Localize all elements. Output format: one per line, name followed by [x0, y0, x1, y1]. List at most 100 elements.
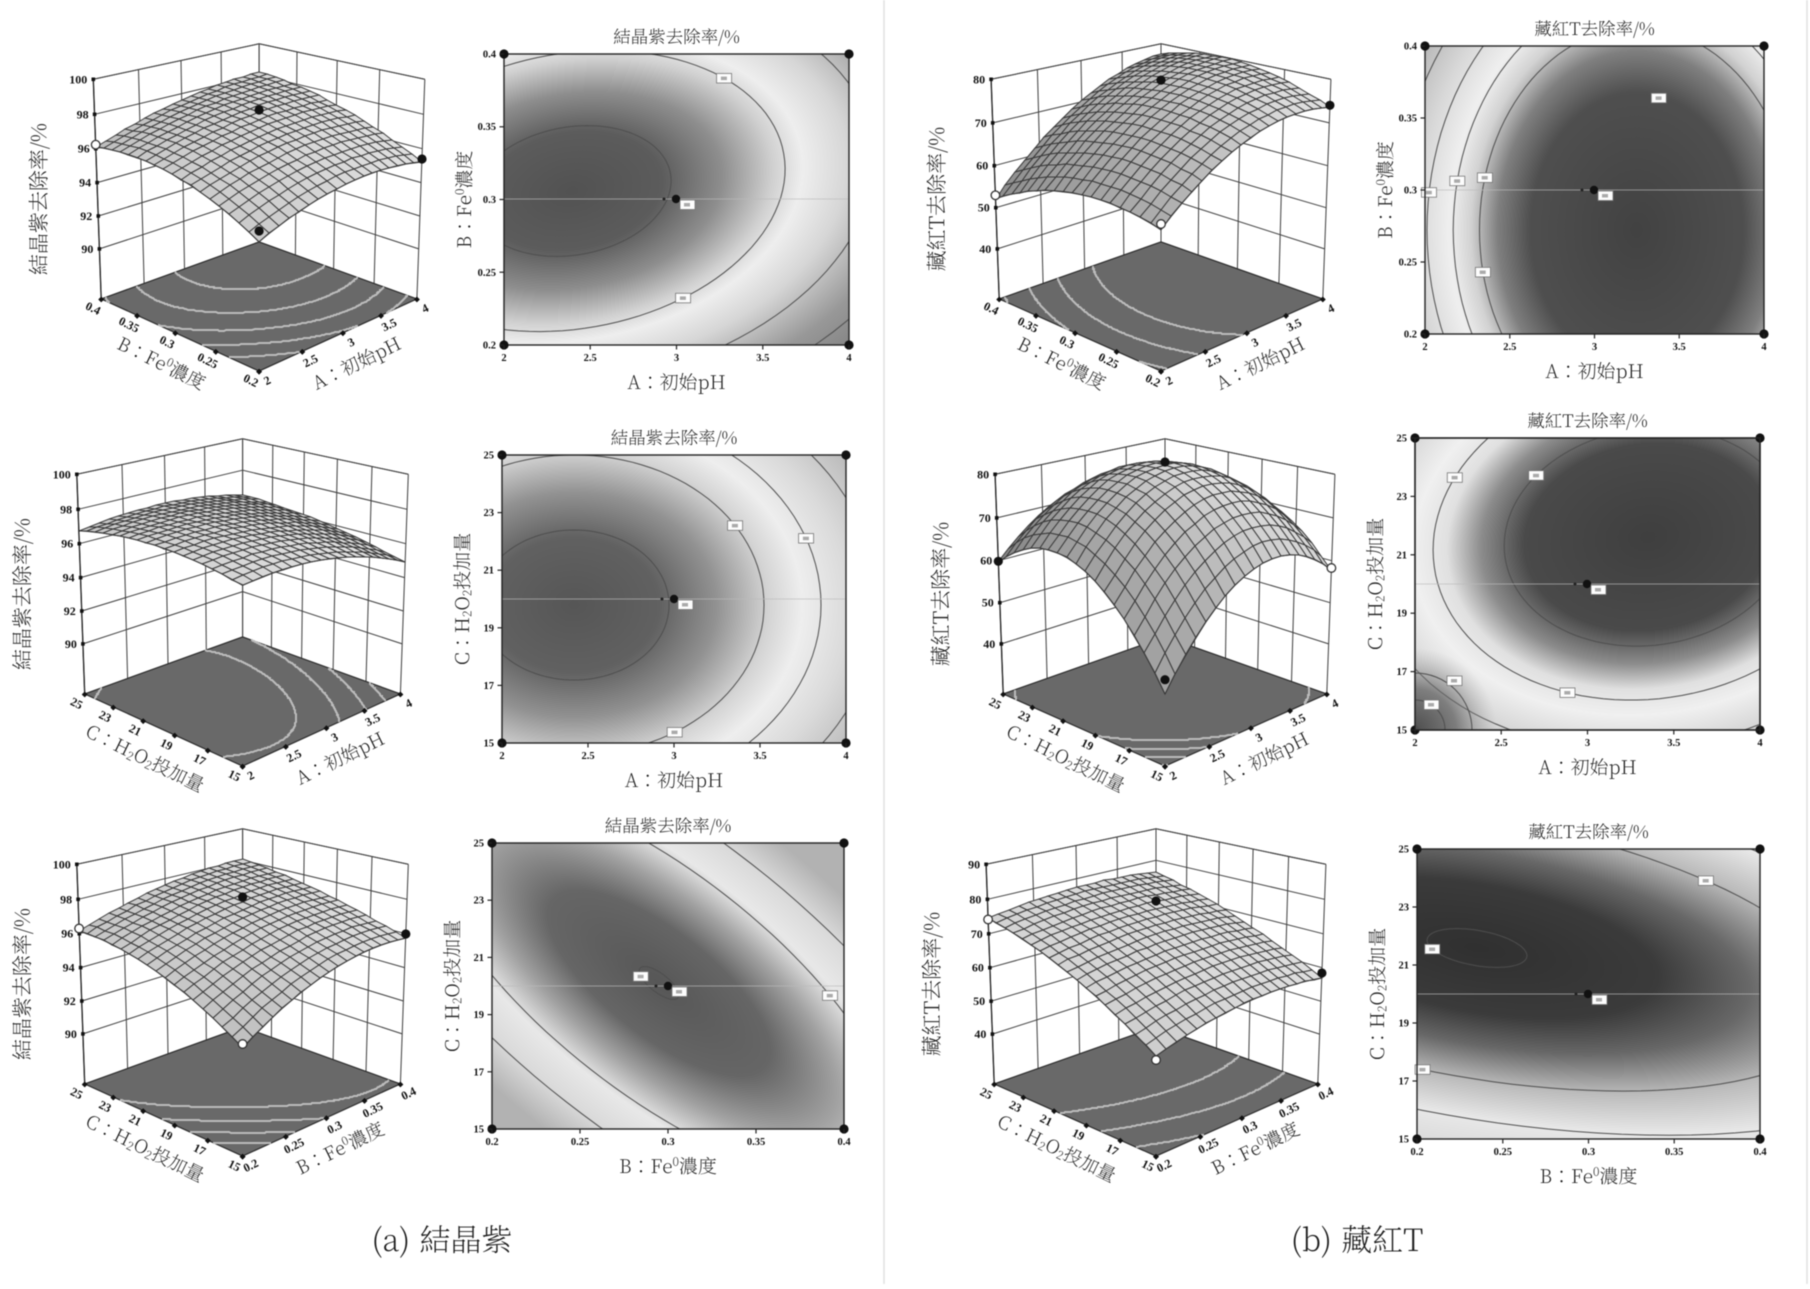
svg-text:3: 3: [1592, 342, 1597, 353]
svg-text:60: 60: [972, 961, 984, 975]
svg-text:0.2: 0.2: [1404, 330, 1417, 341]
svg-text:40: 40: [979, 242, 991, 256]
svg-text:3.5: 3.5: [363, 710, 383, 729]
svg-text:0.2: 0.2: [241, 371, 261, 390]
svg-text:23: 23: [97, 1097, 114, 1115]
svg-text:17: 17: [1397, 667, 1408, 678]
svg-text:2.5: 2.5: [301, 351, 321, 370]
svg-text:0.2: 0.2: [1143, 371, 1163, 390]
svg-text:0.35: 0.35: [1665, 1147, 1683, 1158]
svg-text:21: 21: [1047, 721, 1064, 739]
svg-text:0.2: 0.2: [485, 1137, 498, 1148]
svg-text:25: 25: [1399, 845, 1410, 856]
svg-text:19: 19: [1079, 736, 1096, 754]
svg-text:3.5: 3.5: [756, 353, 769, 364]
svg-text:3: 3: [1249, 335, 1261, 350]
svg-text:3: 3: [345, 335, 357, 350]
svg-text:25: 25: [68, 694, 85, 712]
svg-text:0.3: 0.3: [661, 1137, 674, 1148]
svg-text:23: 23: [1007, 1097, 1024, 1115]
svg-text:92: 92: [64, 604, 76, 618]
svg-text:21: 21: [127, 1111, 144, 1129]
svg-text:2.5: 2.5: [1208, 746, 1228, 765]
svg-text:2: 2: [261, 373, 273, 388]
svg-text:17: 17: [484, 681, 495, 692]
svg-text:3: 3: [674, 353, 679, 364]
svg-text:4: 4: [419, 301, 431, 316]
svg-text:0.4: 0.4: [83, 299, 103, 318]
svg-text:0.2: 0.2: [241, 1156, 261, 1175]
svg-text:25: 25: [474, 839, 485, 850]
svg-text:70: 70: [979, 511, 991, 525]
svg-text:4: 4: [846, 353, 852, 364]
svg-text:0.4: 0.4: [1404, 42, 1418, 53]
svg-text:3.5: 3.5: [753, 751, 766, 762]
svg-text:2.5: 2.5: [284, 746, 304, 765]
svg-text:19: 19: [474, 1010, 485, 1021]
svg-text:25: 25: [978, 1084, 995, 1102]
svg-text:21: 21: [127, 721, 144, 739]
svg-text:50: 50: [978, 201, 990, 215]
svg-text:0.2: 0.2: [1410, 1147, 1423, 1158]
svg-text:94: 94: [63, 571, 75, 585]
svg-text:2: 2: [1167, 768, 1179, 783]
svg-text:17: 17: [191, 1141, 208, 1159]
svg-text:96: 96: [61, 537, 73, 551]
svg-text:17: 17: [191, 751, 208, 769]
svg-text:0.3: 0.3: [1057, 333, 1077, 352]
svg-text:90: 90: [65, 637, 77, 651]
svg-text:25: 25: [484, 451, 495, 462]
svg-text:25: 25: [1397, 434, 1408, 445]
svg-text:0.25: 0.25: [1494, 1147, 1512, 1158]
svg-text:17: 17: [474, 1067, 485, 1078]
svg-text:19: 19: [1397, 609, 1408, 620]
svg-text:15: 15: [1397, 726, 1408, 737]
svg-text:15: 15: [1399, 1135, 1410, 1146]
svg-text:96: 96: [61, 927, 73, 941]
svg-text:80: 80: [973, 72, 985, 86]
svg-text:2.5: 2.5: [584, 353, 597, 364]
svg-text:0.4: 0.4: [1316, 1084, 1336, 1103]
svg-text:19: 19: [158, 735, 175, 753]
svg-text:90: 90: [65, 1027, 77, 1041]
svg-text:0.35: 0.35: [747, 1137, 765, 1148]
svg-text:21: 21: [1038, 1111, 1055, 1129]
svg-text:40: 40: [974, 1027, 986, 1041]
svg-text:92: 92: [80, 209, 92, 223]
svg-text:94: 94: [63, 961, 75, 975]
svg-text:3: 3: [329, 730, 341, 745]
svg-text:15: 15: [1148, 767, 1165, 785]
svg-text:0.3: 0.3: [1404, 186, 1417, 197]
svg-text:0.2: 0.2: [1154, 1156, 1174, 1175]
svg-text:4: 4: [843, 751, 849, 762]
svg-text:90: 90: [81, 242, 93, 256]
svg-text:100: 100: [53, 467, 71, 481]
svg-text:0.3: 0.3: [483, 195, 496, 206]
svg-text:3.5: 3.5: [1284, 315, 1304, 334]
svg-text:4: 4: [1761, 342, 1767, 353]
svg-text:80: 80: [969, 892, 981, 906]
svg-text:70: 70: [975, 116, 987, 130]
svg-text:4: 4: [403, 696, 415, 711]
svg-text:23: 23: [97, 707, 114, 725]
svg-text:60: 60: [976, 159, 988, 173]
svg-text:0.25: 0.25: [1399, 258, 1417, 269]
svg-text:0.25: 0.25: [478, 268, 496, 279]
svg-text:2: 2: [1163, 373, 1175, 388]
svg-text:0.3: 0.3: [325, 1118, 345, 1137]
svg-text:2.5: 2.5: [581, 751, 594, 762]
svg-text:19: 19: [1070, 1126, 1087, 1144]
svg-text:40: 40: [983, 637, 995, 651]
svg-text:4: 4: [1329, 696, 1341, 711]
svg-text:25: 25: [68, 1084, 85, 1102]
svg-text:98: 98: [60, 892, 72, 906]
svg-text:23: 23: [484, 508, 495, 519]
svg-text:2.5: 2.5: [1204, 351, 1224, 370]
svg-text:3.5: 3.5: [1673, 342, 1686, 353]
svg-text:0.4: 0.4: [981, 299, 1001, 318]
svg-text:17: 17: [1113, 751, 1130, 769]
svg-text:15: 15: [484, 739, 495, 750]
svg-text:92: 92: [64, 994, 76, 1008]
svg-text:4: 4: [1325, 301, 1337, 316]
svg-text:21: 21: [1397, 550, 1408, 561]
